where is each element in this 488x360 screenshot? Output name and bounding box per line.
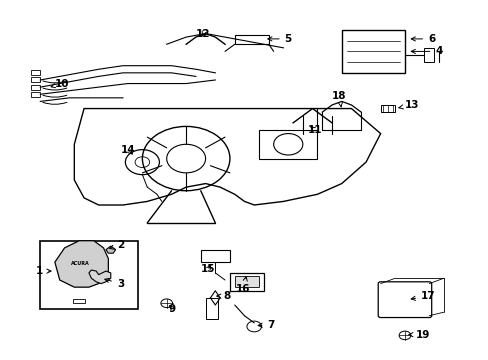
Text: 11: 11 xyxy=(307,125,322,135)
Text: 15: 15 xyxy=(201,264,215,274)
Polygon shape xyxy=(106,246,116,253)
Text: 9: 9 xyxy=(169,303,176,314)
Bar xyxy=(73,299,85,303)
Text: 17: 17 xyxy=(410,291,435,301)
Bar xyxy=(234,276,259,287)
Text: 18: 18 xyxy=(331,91,346,107)
Text: 13: 13 xyxy=(398,100,419,110)
Bar xyxy=(259,130,317,158)
Text: 16: 16 xyxy=(236,276,250,294)
Polygon shape xyxy=(55,241,108,287)
Bar xyxy=(229,273,264,291)
Polygon shape xyxy=(89,270,111,284)
Text: 8: 8 xyxy=(216,291,231,301)
Bar xyxy=(201,249,229,262)
Bar xyxy=(424,48,433,62)
Bar xyxy=(40,241,137,309)
Bar xyxy=(205,298,217,319)
Text: 12: 12 xyxy=(196,28,210,39)
Text: 7: 7 xyxy=(258,320,274,330)
Text: 19: 19 xyxy=(408,330,430,340)
Bar xyxy=(30,92,40,97)
Text: 4: 4 xyxy=(410,46,442,57)
Text: 5: 5 xyxy=(267,34,291,44)
Text: 14: 14 xyxy=(120,145,135,155)
Text: 10: 10 xyxy=(51,78,69,89)
Bar xyxy=(341,30,404,73)
Bar xyxy=(30,85,40,90)
Text: 6: 6 xyxy=(410,34,434,44)
Bar xyxy=(380,105,394,112)
Bar xyxy=(234,35,268,44)
Text: 3: 3 xyxy=(104,278,124,289)
Bar xyxy=(30,77,40,82)
Text: 1: 1 xyxy=(36,266,51,276)
Bar xyxy=(30,70,40,75)
Text: ACURA: ACURA xyxy=(71,261,90,266)
Text: 2: 2 xyxy=(109,240,124,250)
